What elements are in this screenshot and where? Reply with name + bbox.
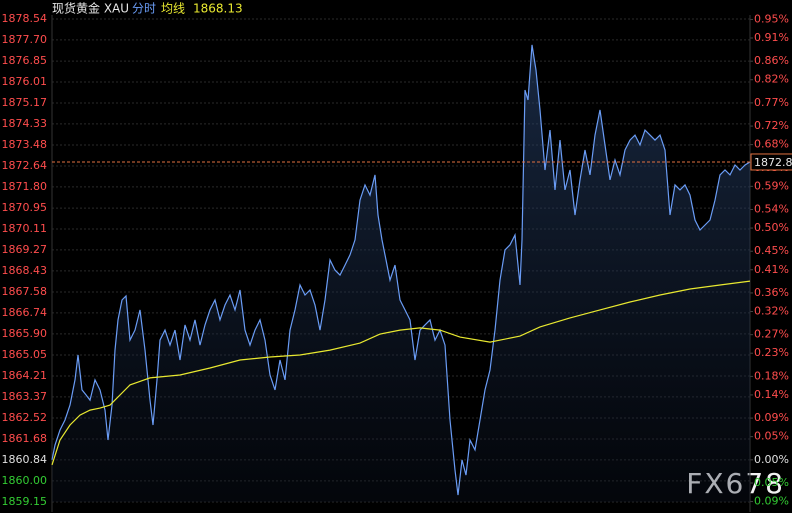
price-area (52, 44, 750, 503)
y2-tick-label: 0.77% (754, 96, 789, 109)
y2-tick-label: 0.82% (754, 73, 789, 86)
y2-tick-label: 0.91% (754, 31, 789, 44)
y-tick-label: 1875.17 (2, 96, 48, 109)
y2-tick-label: 0.86% (754, 54, 789, 67)
y2-tick-label: 0.45% (754, 244, 789, 257)
y2-tick-label: 0.68% (754, 138, 789, 151)
y-tick-label: 1861.68 (2, 432, 48, 445)
y-tick-label: 1863.37 (2, 390, 48, 403)
legend-entry: 分时 (132, 2, 156, 16)
y2-tick-label: 0.59% (754, 179, 789, 192)
y2-tick-label: 0.72% (754, 119, 789, 132)
y-tick-label: 1860.00 (2, 474, 48, 487)
y-tick-label: 1870.95 (2, 201, 48, 214)
y-tick-label: 1865.90 (2, 327, 48, 340)
y-tick-label: 1862.52 (2, 411, 48, 424)
y2-tick-label: 0.18% (754, 369, 789, 382)
y-tick-label: 1877.70 (2, 33, 48, 46)
y2-tick-label: 0.23% (754, 346, 789, 359)
y-tick-label: 1860.84 (2, 453, 48, 466)
price-line (51, 44, 751, 496)
current-price-label: 1872.8 (754, 156, 792, 169)
y-tick-label: 1876.01 (2, 75, 48, 88)
y-tick-label: 1876.85 (2, 54, 48, 67)
y2-tick-label: 0.09% (754, 495, 789, 508)
y2-tick-label: 0.27% (754, 328, 789, 341)
y-tick-label: 1878.54 (2, 12, 48, 25)
y2-tick-label: 0.00% (754, 453, 789, 466)
y2-tick-label: 0.95% (754, 12, 789, 25)
current-price-box (750, 153, 792, 171)
y-tick-label: 1866.74 (2, 306, 48, 319)
average-line (51, 280, 751, 466)
y2-tick-label: 0.32% (754, 304, 789, 317)
y-tick-label: 1874.33 (2, 117, 48, 130)
average-price: 1868.13 (193, 2, 243, 16)
y2-tick-label: 0.09% (754, 411, 789, 424)
y2-tick-label: 0.54% (754, 203, 789, 216)
y2-tick-label: 0.41% (754, 263, 789, 276)
y-tick-label: 1872.64 (2, 159, 48, 172)
y-tick-label: 1859.15 (2, 495, 48, 508)
y-tick-label: 1865.05 (2, 348, 48, 361)
chart-title: 现货黄金 XAU (52, 1, 129, 16)
y-tick-label: 1864.21 (2, 369, 48, 382)
y-tick-label: 1869.27 (2, 243, 48, 256)
y-tick-label: 1871.80 (2, 180, 48, 193)
y-tick-label: 1868.43 (2, 264, 48, 277)
legend-entry: 均线 (161, 2, 185, 16)
y2-tick-label: 0.50% (754, 221, 789, 234)
y-tick-label: 1873.48 (2, 138, 48, 151)
y2-tick-label: 0.14% (754, 388, 789, 401)
y2-tick-label: 0.05% (754, 430, 789, 443)
y2-tick-label: 0.36% (754, 286, 789, 299)
y-tick-label: 1870.11 (2, 222, 48, 235)
y-tick-label: 1867.58 (2, 285, 48, 298)
y2-tick-label: 0.05% (754, 476, 789, 489)
